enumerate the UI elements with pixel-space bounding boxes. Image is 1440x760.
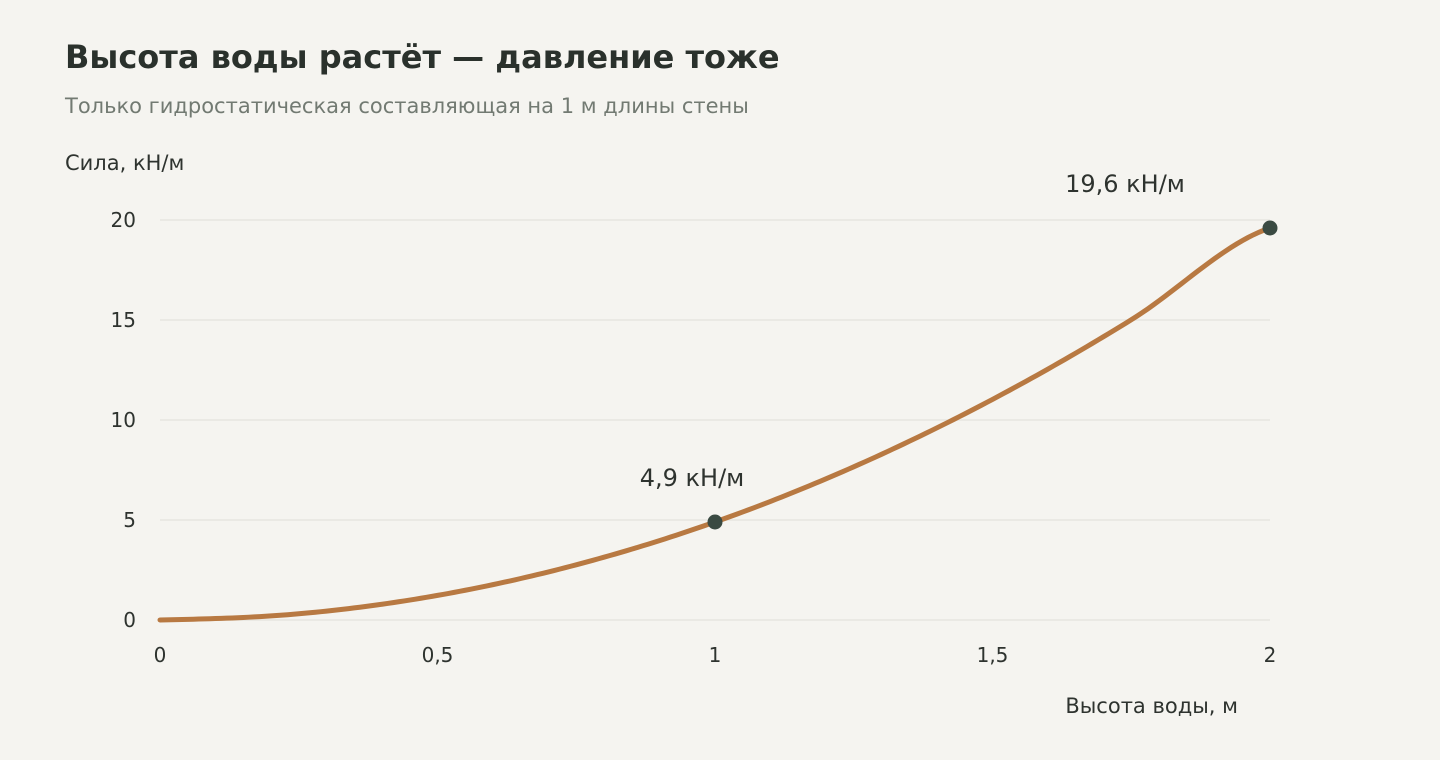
y-axis-label: Сила, кН/м [65, 151, 184, 175]
data-point-label: 4,9 кН/м [640, 464, 745, 492]
y-tick-label: 0 [123, 608, 136, 632]
x-axis-ticks: 0 0,5 1 1,5 2 [154, 643, 1277, 667]
x-tick-label: 0,5 [422, 643, 454, 667]
data-point-label: 19,6 кН/м [1065, 170, 1185, 198]
x-axis-label: Высота воды, м [1065, 694, 1238, 718]
x-tick-label: 0 [154, 643, 167, 667]
x-tick-label: 1,5 [977, 643, 1009, 667]
chart-title: Высота воды растёт — давление тоже [65, 38, 780, 76]
y-tick-label: 5 [123, 508, 136, 532]
grid-lines [160, 219, 1270, 621]
data-point-marker [707, 514, 723, 530]
y-tick-label: 10 [111, 408, 136, 432]
markers: 4,9 кН/м 19,6 кН/м [640, 170, 1278, 530]
y-axis-ticks: 0 5 10 15 20 [111, 208, 136, 632]
x-tick-label: 1 [709, 643, 722, 667]
series-line [157, 225, 1273, 623]
x-tick-label: 2 [1264, 643, 1277, 667]
y-tick-label: 20 [111, 208, 136, 232]
y-tick-label: 15 [111, 308, 136, 332]
data-point-marker [1262, 220, 1278, 236]
chart-subtitle: Только гидростатическая составляющая на … [65, 94, 749, 118]
